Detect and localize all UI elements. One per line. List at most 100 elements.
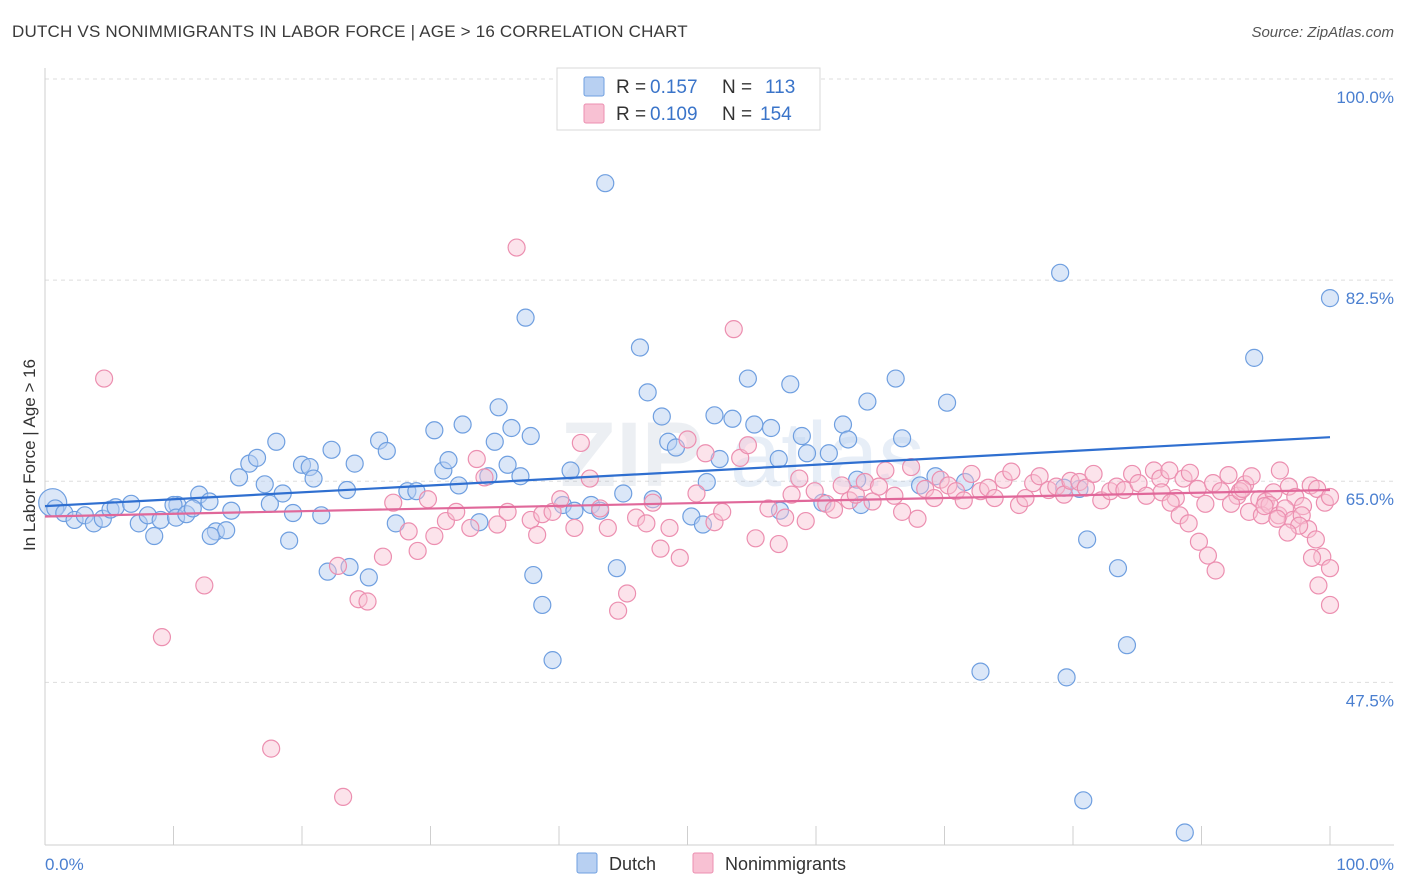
nonimmigrants-point xyxy=(832,476,851,495)
nonimmigrants-point xyxy=(1160,461,1179,480)
nonimmigrants-point xyxy=(670,548,689,567)
dutch-point xyxy=(533,595,552,615)
dutch-point xyxy=(607,559,626,578)
dutch-point xyxy=(201,526,220,546)
dutch-point xyxy=(858,392,877,411)
dutch-point xyxy=(516,308,535,327)
dutch-point xyxy=(283,503,303,523)
dutch-point xyxy=(304,469,323,488)
nonimmigrants-point xyxy=(876,461,895,480)
nonimmigrants-point xyxy=(609,601,628,620)
bottom-legend: Dutch Nonimmigrants xyxy=(576,852,846,874)
nonimmigrants-point xyxy=(1320,595,1340,615)
dutch-point xyxy=(1057,668,1076,687)
nonimmigrants-point xyxy=(399,522,418,541)
nonimmigrants-point xyxy=(1293,497,1313,516)
nonimmigrants-point xyxy=(1084,464,1103,484)
dutch-point xyxy=(145,526,164,546)
dutch-point xyxy=(345,454,364,473)
nonimmigrants-point xyxy=(954,491,973,510)
nonimmigrants-point xyxy=(436,511,456,531)
nonimmigrants-point xyxy=(1179,514,1198,533)
nonimmigrants-bottom-label: Nonimmigrants xyxy=(725,854,846,874)
dutch-point xyxy=(781,375,800,394)
dutch-point xyxy=(745,415,764,434)
nonimmigrants-trend-line xyxy=(44,488,1331,518)
nonimmigrants-point xyxy=(746,529,765,548)
nonimmigrants-point xyxy=(152,628,172,647)
dutch-point xyxy=(697,472,716,492)
nonimmigrants-point xyxy=(461,518,480,538)
nonimmigrants-point xyxy=(1320,487,1340,507)
nonimmigrants-point xyxy=(384,493,403,512)
nonimmigrants-point xyxy=(651,539,670,558)
nonimmigrants-point xyxy=(95,369,114,388)
dutch-point xyxy=(693,515,713,534)
dutch-point xyxy=(489,398,508,417)
chart-source: Source: ZipAtlas.com xyxy=(1251,24,1394,41)
dutch-point xyxy=(614,484,633,503)
nonimmigrants-point xyxy=(591,499,610,518)
nonimmigrants-point xyxy=(660,518,679,538)
nonimmigrants-point xyxy=(769,534,788,554)
dutch-n-value: 113 xyxy=(765,77,795,98)
nonimmigrants-point xyxy=(1206,561,1225,580)
dutch-point xyxy=(652,407,671,426)
nonimmigrants-bottom-swatch xyxy=(692,852,714,874)
x-tick-label: 100.0% xyxy=(1336,855,1394,874)
nonimmigrants-point xyxy=(1219,465,1238,485)
nonimmigrants-point xyxy=(713,502,732,521)
nonimmigrants-point xyxy=(855,472,874,492)
nonimmigrants-point xyxy=(759,499,778,518)
dutch-point xyxy=(819,444,838,463)
nonimmigrants-point xyxy=(1076,478,1095,497)
nonimmigrants-point xyxy=(1233,479,1252,498)
nonimmigrants-point xyxy=(643,493,662,512)
nonimmigrants-point xyxy=(551,490,570,509)
nonimmigrants-point xyxy=(687,484,706,503)
nonimmigrants-point xyxy=(418,490,438,509)
nonimmigrants-point xyxy=(1268,509,1287,528)
dutch-point xyxy=(312,506,331,525)
nonimmigrants-point xyxy=(1306,530,1325,549)
dutch-point xyxy=(1074,791,1093,810)
x-tick-label: 0.0% xyxy=(45,855,84,874)
nonimmigrants-point xyxy=(962,464,981,484)
nonimmigrants-point xyxy=(328,556,348,575)
dutch-point xyxy=(521,426,540,446)
nonimmigrants-point xyxy=(796,511,815,531)
dutch-point xyxy=(247,448,267,467)
nonimmigrants-point xyxy=(1286,487,1305,507)
dutch-point xyxy=(1175,823,1194,842)
nonimmigrants-point xyxy=(425,526,444,546)
dutch-point xyxy=(797,444,817,463)
dutch-point xyxy=(485,432,504,451)
dutch-point xyxy=(1245,348,1264,367)
nonimmigrants-point xyxy=(1189,532,1209,551)
dutch-point xyxy=(638,383,657,402)
dutch-bottom-swatch xyxy=(576,852,598,874)
dutch-point xyxy=(1078,530,1097,549)
nonimmigrants-point xyxy=(1308,479,1327,498)
dutch-point xyxy=(1117,636,1137,655)
dutch-r-value: 0.157 xyxy=(650,77,698,98)
nonimmigrants-point xyxy=(1002,462,1021,481)
dutch-point xyxy=(222,501,241,520)
nonimmigrants-point xyxy=(598,518,617,538)
dutch-point xyxy=(596,174,615,193)
dutch-point xyxy=(630,338,650,357)
nonimmigrants-point xyxy=(571,433,590,453)
nonimmigrants-point xyxy=(195,576,214,595)
dutch-point xyxy=(425,421,444,440)
dutch-point xyxy=(705,406,724,425)
grid xyxy=(45,78,1394,683)
nonimmigrants-point xyxy=(782,485,801,504)
nonimmigrants-point xyxy=(467,449,486,469)
dutch-point xyxy=(267,432,286,451)
dutch-point xyxy=(738,369,757,388)
non-r-value: 0.109 xyxy=(650,104,698,125)
dutch-bottom-label: Dutch xyxy=(609,854,656,874)
nonimmigrants-point xyxy=(776,508,795,527)
dutch-point xyxy=(761,418,781,438)
